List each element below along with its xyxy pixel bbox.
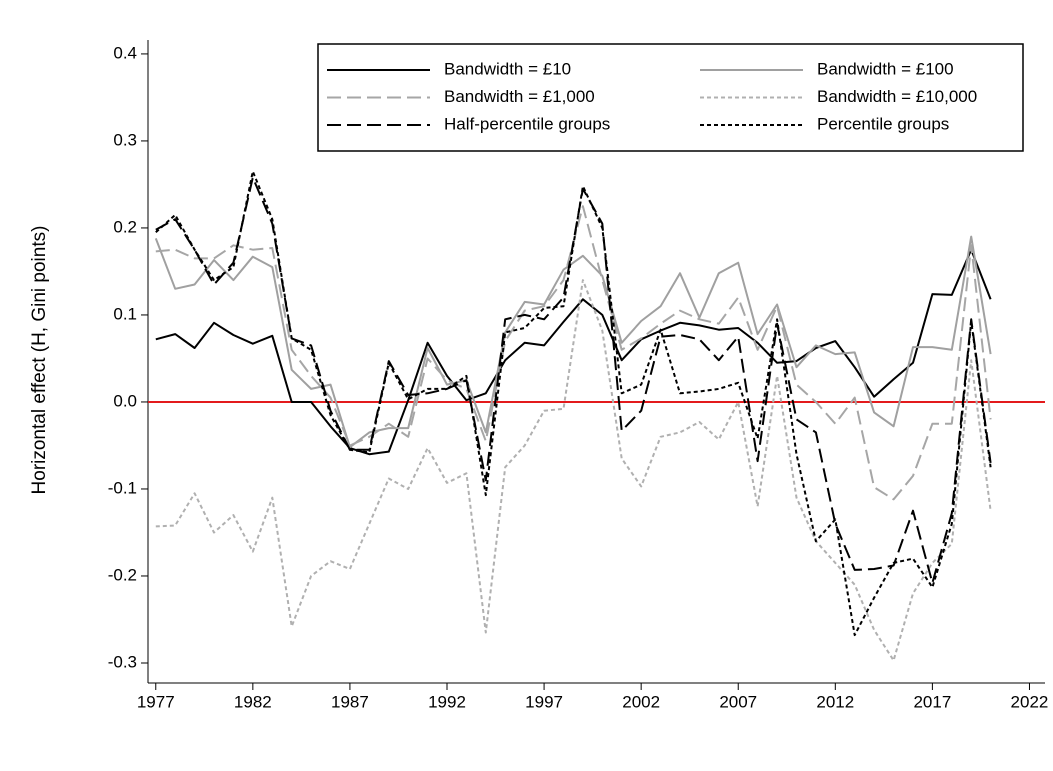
legend-label: Half-percentile groups bbox=[444, 114, 610, 133]
series-line bbox=[154, 235, 992, 449]
series-line bbox=[155, 248, 992, 456]
y-tick-label: -0.3 bbox=[108, 652, 137, 671]
y-tick-label: 0.1 bbox=[113, 304, 137, 323]
series-line bbox=[155, 279, 992, 662]
y-tick-label: -0.1 bbox=[108, 478, 137, 497]
y-tick-label: 0.0 bbox=[113, 391, 137, 410]
series-line bbox=[155, 170, 992, 637]
x-tick-label: 1977 bbox=[137, 692, 175, 711]
x-tick-label: 2022 bbox=[1011, 692, 1049, 711]
y-tick-label: 0.3 bbox=[113, 130, 137, 149]
legend-label: Bandwidth = £10,000 bbox=[817, 87, 977, 106]
x-tick-label: 2012 bbox=[816, 692, 854, 711]
legend-box bbox=[317, 43, 1024, 152]
x-tick-label: 2017 bbox=[913, 692, 951, 711]
x-tick-label: 1982 bbox=[234, 692, 272, 711]
legend-label: Percentile groups bbox=[817, 114, 949, 133]
y-tick-label: 0.2 bbox=[113, 217, 137, 236]
x-tick-label: 2007 bbox=[719, 692, 757, 711]
y-tick-label: 0.4 bbox=[113, 43, 137, 62]
x-tick-label: 1997 bbox=[525, 692, 563, 711]
x-tick-label: 1987 bbox=[331, 692, 369, 711]
legend-label: Bandwidth = £10 bbox=[444, 59, 571, 78]
legend-label: Bandwidth = £1,000 bbox=[444, 87, 595, 106]
legend-label: Bandwidth = £100 bbox=[817, 59, 954, 78]
series-line bbox=[155, 176, 992, 584]
x-tick-label: 2002 bbox=[622, 692, 660, 711]
x-tick-label: 1992 bbox=[428, 692, 466, 711]
y-tick-label: -0.2 bbox=[108, 565, 137, 584]
y-axis-label: Horizontal effect (H, Gini points) bbox=[29, 226, 50, 495]
